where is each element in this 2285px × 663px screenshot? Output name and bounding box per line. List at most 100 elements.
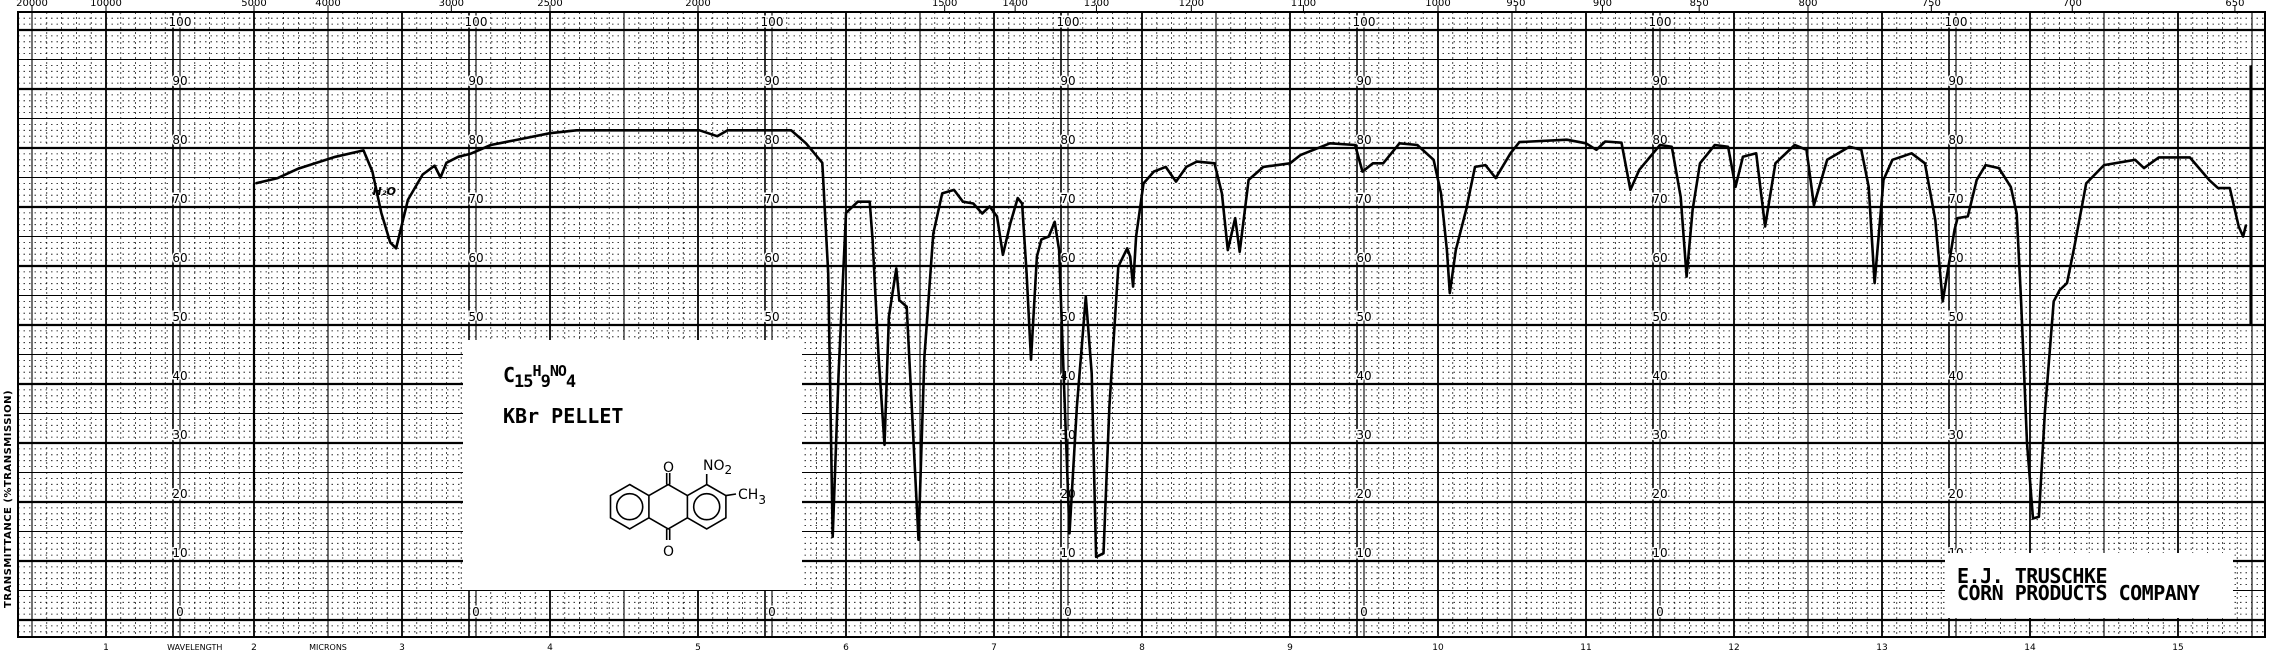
x-tick-label: 1 bbox=[103, 643, 109, 653]
x-tick-label: 3 bbox=[399, 643, 405, 653]
y-tick-label: 50 bbox=[1060, 310, 1075, 324]
x-tick-label: 11 bbox=[1580, 643, 1591, 653]
y-tick-label: 100 bbox=[1353, 15, 1376, 29]
y-tick-label: 70 bbox=[1356, 192, 1371, 206]
y-tick-label: 40 bbox=[1652, 369, 1667, 383]
y-tick-label: 70 bbox=[468, 192, 483, 206]
y-tick-label: 90 bbox=[172, 74, 187, 88]
y-tick-label: 60 bbox=[1060, 251, 1075, 265]
y-tick-label: 0 bbox=[1656, 605, 1664, 619]
top-tick-label: 20000 bbox=[16, 0, 48, 9]
x-tick-label: 4 bbox=[547, 643, 553, 653]
y-tick-label: 90 bbox=[1060, 74, 1075, 88]
y-tick-label: 70 bbox=[172, 192, 187, 206]
y-tick-label: 70 bbox=[1652, 192, 1667, 206]
y-tick-label: 0 bbox=[472, 605, 480, 619]
top-tick-label: 950 bbox=[1506, 0, 1525, 9]
y-tick-label: 90 bbox=[1948, 74, 1963, 88]
x-tick-label: 5 bbox=[695, 643, 701, 653]
y-tick-label: 50 bbox=[1652, 310, 1667, 324]
formula-h-count: 9 bbox=[540, 372, 551, 392]
top-tick-label: 5000 bbox=[241, 0, 266, 9]
y-tick-label: 80 bbox=[468, 133, 483, 147]
x-tick-label: 14 bbox=[2024, 643, 2036, 653]
top-tick-label: 850 bbox=[1690, 0, 1709, 9]
y-tick-label: 50 bbox=[1948, 310, 1963, 324]
molecular-formula: C15H9NO4 bbox=[503, 362, 576, 392]
top-tick-label: 4000 bbox=[315, 0, 340, 9]
axis-ticks: 20000 10000 5000 4000 3000 2500 2000 1500 1400 13… bbox=[16, 0, 2244, 653]
y-tick-label: 70 bbox=[1948, 192, 1963, 206]
y-tick-label: 80 bbox=[1652, 133, 1667, 147]
x-tick-label: 8 bbox=[1139, 643, 1145, 653]
y-tick-label: 70 bbox=[1060, 192, 1075, 206]
top-tick-label: 900 bbox=[1593, 0, 1612, 9]
x-tick-label: 9 bbox=[1287, 643, 1293, 653]
y-tick-label: 70 bbox=[764, 192, 779, 206]
carbonyl-oxygen-bottom: O bbox=[663, 544, 674, 560]
formula-o-count: 4 bbox=[565, 372, 576, 392]
plot-frame bbox=[17, 11, 2266, 638]
nitro-group-label: NO2 bbox=[703, 458, 732, 477]
credit-author: E.J. TRUSCHKE bbox=[1957, 564, 2108, 588]
y-tick-label: 0 bbox=[768, 605, 776, 619]
sample-info-box: C15H9NO4 KBr PELLET O O NO2 CH3 bbox=[463, 340, 802, 590]
x-tick-label: 12 bbox=[1728, 643, 1739, 653]
methyl-group-label: CH3 bbox=[738, 487, 766, 507]
x-tick-label: 10 bbox=[1432, 643, 1444, 653]
top-tick-label: 650 bbox=[2225, 0, 2244, 9]
formula-h: H bbox=[532, 362, 542, 380]
carbonyl-oxygen-top: O bbox=[663, 460, 674, 476]
x-tick-label: 7 bbox=[991, 643, 997, 653]
x-tick-label: 2 bbox=[251, 643, 257, 653]
chart-grid bbox=[17, 11, 2266, 638]
formula-c-count: 15 bbox=[514, 372, 534, 392]
top-tick-label: 1200 bbox=[1179, 0, 1204, 9]
x-tick-label: 15 bbox=[2172, 643, 2183, 653]
y-tick-label: 80 bbox=[764, 133, 779, 147]
x-tick-label: 13 bbox=[1876, 643, 1887, 653]
y-tick-label: 60 bbox=[1356, 251, 1371, 265]
top-tick-label: 10000 bbox=[90, 0, 122, 9]
y-tick-label: 30 bbox=[172, 428, 187, 442]
top-tick-label: 3000 bbox=[439, 0, 464, 9]
y-tick-label: 80 bbox=[1060, 133, 1075, 147]
y-tick-label: 30 bbox=[1356, 428, 1371, 442]
x-tick-label: 6 bbox=[843, 643, 849, 653]
y-tick-label: 10 bbox=[1652, 546, 1667, 560]
top-tick-label: 1500 bbox=[932, 0, 957, 9]
y-tick-label: 10 bbox=[1356, 546, 1371, 560]
y-tick-label: 40 bbox=[172, 369, 187, 383]
top-tick-label: 750 bbox=[1922, 0, 1941, 9]
y-tick-label: 100 bbox=[465, 15, 488, 29]
methyl-subscript: 3 bbox=[758, 493, 766, 507]
y-tick-label: 90 bbox=[1356, 74, 1371, 88]
y-tick-label: 100 bbox=[761, 15, 784, 29]
y-tick-label: 90 bbox=[1652, 74, 1667, 88]
y-tick-label: 40 bbox=[1356, 369, 1371, 383]
formula-c: C bbox=[503, 363, 515, 387]
y-tick-label: 60 bbox=[764, 251, 779, 265]
y-tick-label: 30 bbox=[1948, 428, 1963, 442]
formula-no: NO bbox=[549, 362, 567, 380]
annotation-water: H₂O bbox=[373, 185, 396, 198]
y-tick-label: 80 bbox=[172, 133, 187, 147]
top-tick-label: 2500 bbox=[537, 0, 562, 9]
y-tick-label: 0 bbox=[1360, 605, 1368, 619]
y-tick-label: 30 bbox=[1060, 428, 1075, 442]
y-tick-label: 50 bbox=[172, 310, 187, 324]
y-tick-label: 20 bbox=[1356, 487, 1371, 501]
spectrum-trace: H₂O bbox=[252, 65, 2252, 559]
credit-box: E.J. TRUSCHKE CORN PRODUCTS COMPANY bbox=[1945, 553, 2233, 618]
y-tick-label: 80 bbox=[1948, 133, 1963, 147]
structure-diagram: O O NO2 CH3 bbox=[609, 458, 766, 560]
anthraquinone-rings bbox=[609, 473, 737, 540]
nitro-text: NO bbox=[703, 458, 725, 474]
x-axis-unit: MICRONS bbox=[309, 643, 347, 652]
y-tick-label: 40 bbox=[1948, 369, 1963, 383]
y-tick-label: 50 bbox=[1356, 310, 1371, 324]
top-tick-label: 700 bbox=[2063, 0, 2082, 9]
y-tick-label: 10 bbox=[1060, 546, 1075, 560]
top-tick-label: 800 bbox=[1798, 0, 1817, 9]
